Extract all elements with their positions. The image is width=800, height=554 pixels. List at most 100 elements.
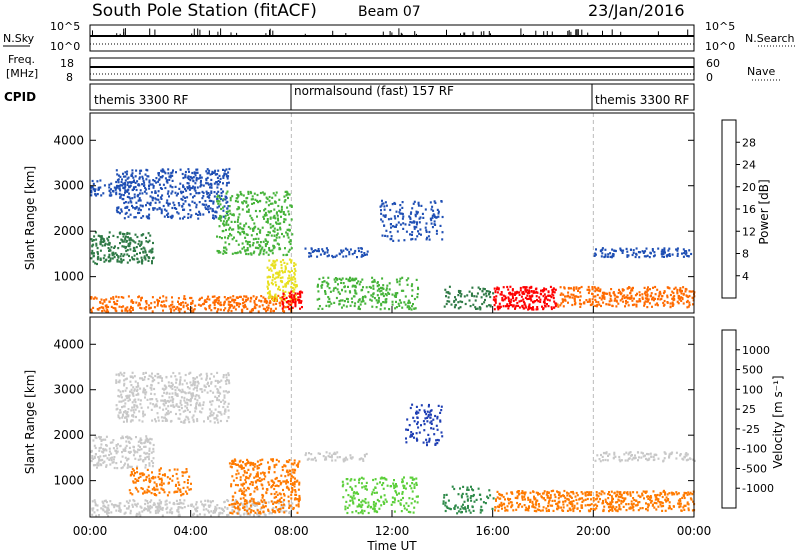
data-point xyxy=(103,309,106,312)
data-point xyxy=(473,295,476,298)
data-point xyxy=(229,301,232,304)
data-point xyxy=(493,287,496,290)
data-point xyxy=(160,467,162,470)
data-point xyxy=(154,493,157,496)
data-point xyxy=(179,402,182,405)
data-point xyxy=(395,300,397,303)
data-point xyxy=(156,400,159,403)
data-point xyxy=(184,200,187,203)
data-point xyxy=(170,310,172,313)
data-point xyxy=(205,203,208,206)
data-point xyxy=(342,460,345,463)
data-point xyxy=(512,299,515,302)
data-point xyxy=(422,216,425,219)
data-point xyxy=(140,240,143,243)
data-point xyxy=(180,494,183,497)
data-point xyxy=(662,252,665,255)
data-point xyxy=(291,468,294,471)
data-point xyxy=(139,399,142,402)
data-point xyxy=(201,390,204,393)
data-point xyxy=(261,246,264,249)
data-point xyxy=(286,301,289,304)
data-point xyxy=(123,245,126,248)
data-point xyxy=(416,421,419,424)
data-point xyxy=(120,396,123,399)
data-point xyxy=(410,433,413,436)
data-point xyxy=(241,467,244,470)
data-point xyxy=(285,482,288,485)
data-point xyxy=(233,236,235,239)
data-point xyxy=(223,205,226,208)
data-point xyxy=(225,192,228,195)
data-point xyxy=(430,208,433,211)
data-point xyxy=(183,396,186,399)
data-point xyxy=(289,295,291,298)
data-point xyxy=(186,386,189,389)
data-point xyxy=(399,208,402,211)
data-point xyxy=(115,295,118,298)
data-point xyxy=(530,290,533,293)
data-point xyxy=(328,254,330,257)
data-point xyxy=(202,191,205,195)
data-point xyxy=(252,467,255,470)
data-point xyxy=(405,502,408,505)
data-point xyxy=(133,411,136,414)
data-point xyxy=(155,398,158,401)
data-point xyxy=(341,277,344,280)
data-point xyxy=(268,468,271,471)
data-point xyxy=(511,295,514,298)
data-point xyxy=(152,186,155,189)
data-point xyxy=(182,421,185,424)
data-point xyxy=(250,253,253,256)
data-point xyxy=(264,297,267,300)
data-point xyxy=(575,287,578,290)
data-point xyxy=(525,306,528,309)
data-point xyxy=(148,441,151,444)
data-point xyxy=(654,293,657,296)
data-point xyxy=(391,300,394,303)
data-point xyxy=(357,280,360,283)
data-point xyxy=(604,248,607,251)
data-point xyxy=(148,479,151,483)
data-point xyxy=(139,454,142,458)
data-point xyxy=(196,384,199,387)
data-point xyxy=(243,500,246,503)
data-point xyxy=(144,257,147,260)
data-point xyxy=(103,449,105,452)
data-point xyxy=(397,221,400,224)
data-point xyxy=(108,300,111,303)
data-point xyxy=(503,298,506,301)
data-point xyxy=(510,298,513,301)
data-point xyxy=(116,467,119,470)
data-point xyxy=(346,458,349,461)
data-point xyxy=(379,481,381,484)
data-point xyxy=(151,262,153,265)
data-point xyxy=(390,217,393,220)
data-point xyxy=(132,409,135,412)
data-point xyxy=(133,474,135,477)
data-point xyxy=(511,289,514,292)
data-point xyxy=(103,460,106,463)
data-point xyxy=(148,250,151,253)
data-point xyxy=(231,512,234,515)
data-point xyxy=(364,296,367,299)
data-point xyxy=(327,300,330,303)
data-point xyxy=(146,500,149,503)
data-point xyxy=(140,448,143,451)
data-point xyxy=(405,508,408,511)
data-point xyxy=(688,294,691,298)
data-point xyxy=(180,197,183,201)
data-point xyxy=(497,308,500,311)
data-point xyxy=(111,461,114,464)
cpid-segment-1: themis 3300 RF xyxy=(94,93,188,107)
data-point xyxy=(638,294,641,297)
data-point xyxy=(293,283,296,286)
data-point xyxy=(367,511,370,515)
data-point xyxy=(98,457,101,460)
data-point xyxy=(116,299,119,302)
data-point xyxy=(483,288,486,291)
data-point xyxy=(168,202,171,205)
data-point xyxy=(163,491,166,494)
data-point xyxy=(157,300,160,303)
data-point xyxy=(446,300,449,303)
